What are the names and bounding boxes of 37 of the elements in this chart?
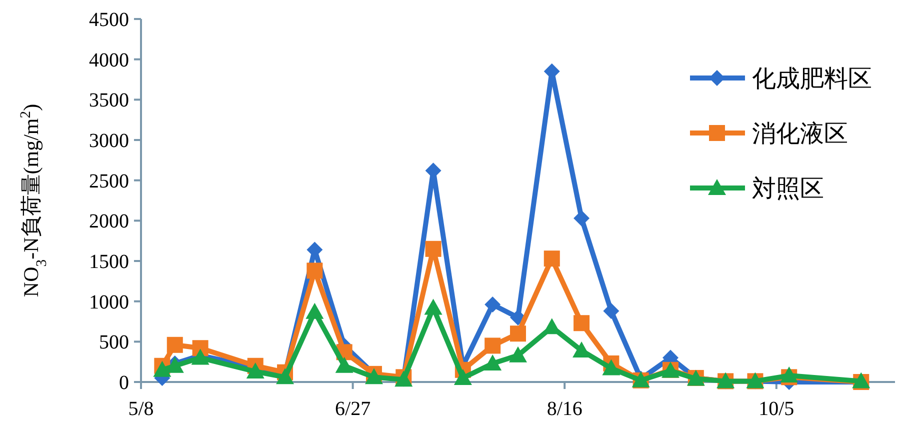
y-tick-label: 4000	[89, 49, 129, 72]
point	[306, 302, 324, 319]
y-tick-label: 500	[99, 332, 129, 354]
point	[510, 326, 526, 342]
y-tick-label: 0	[119, 372, 129, 394]
point	[509, 346, 527, 362]
x-tick-label: 8/16	[546, 398, 582, 420]
legend-label: 化成肥料区	[752, 64, 872, 92]
point	[306, 262, 323, 279]
x-tick-label: 6/27	[335, 398, 371, 420]
point	[425, 240, 442, 257]
point	[166, 336, 183, 353]
y-tick-label: 4500	[89, 9, 129, 31]
y-tick-label: 2500	[89, 170, 129, 192]
point	[246, 362, 264, 379]
point	[484, 354, 502, 370]
point	[484, 338, 501, 354]
point	[603, 303, 620, 320]
point	[335, 356, 354, 373]
y-tick-label: 3500	[89, 90, 129, 112]
legend-label: 消化液区	[752, 119, 848, 148]
point	[544, 250, 560, 267]
point	[454, 368, 472, 385]
point	[153, 360, 172, 377]
y-tick-label: 3000	[89, 130, 129, 152]
point	[602, 359, 620, 376]
x-tick-label: 10/5	[758, 398, 794, 420]
x-tick-label: 5/8	[128, 398, 154, 420]
point	[484, 296, 501, 313]
y-tick-label: 1000	[89, 291, 129, 314]
point	[424, 298, 442, 315]
point	[276, 368, 294, 384]
y-tick-label: 1500	[89, 251, 129, 273]
y-tick-label: 2000	[89, 210, 129, 233]
point	[574, 210, 590, 226]
legend-label: 対照区	[752, 174, 824, 202]
point	[574, 315, 590, 332]
